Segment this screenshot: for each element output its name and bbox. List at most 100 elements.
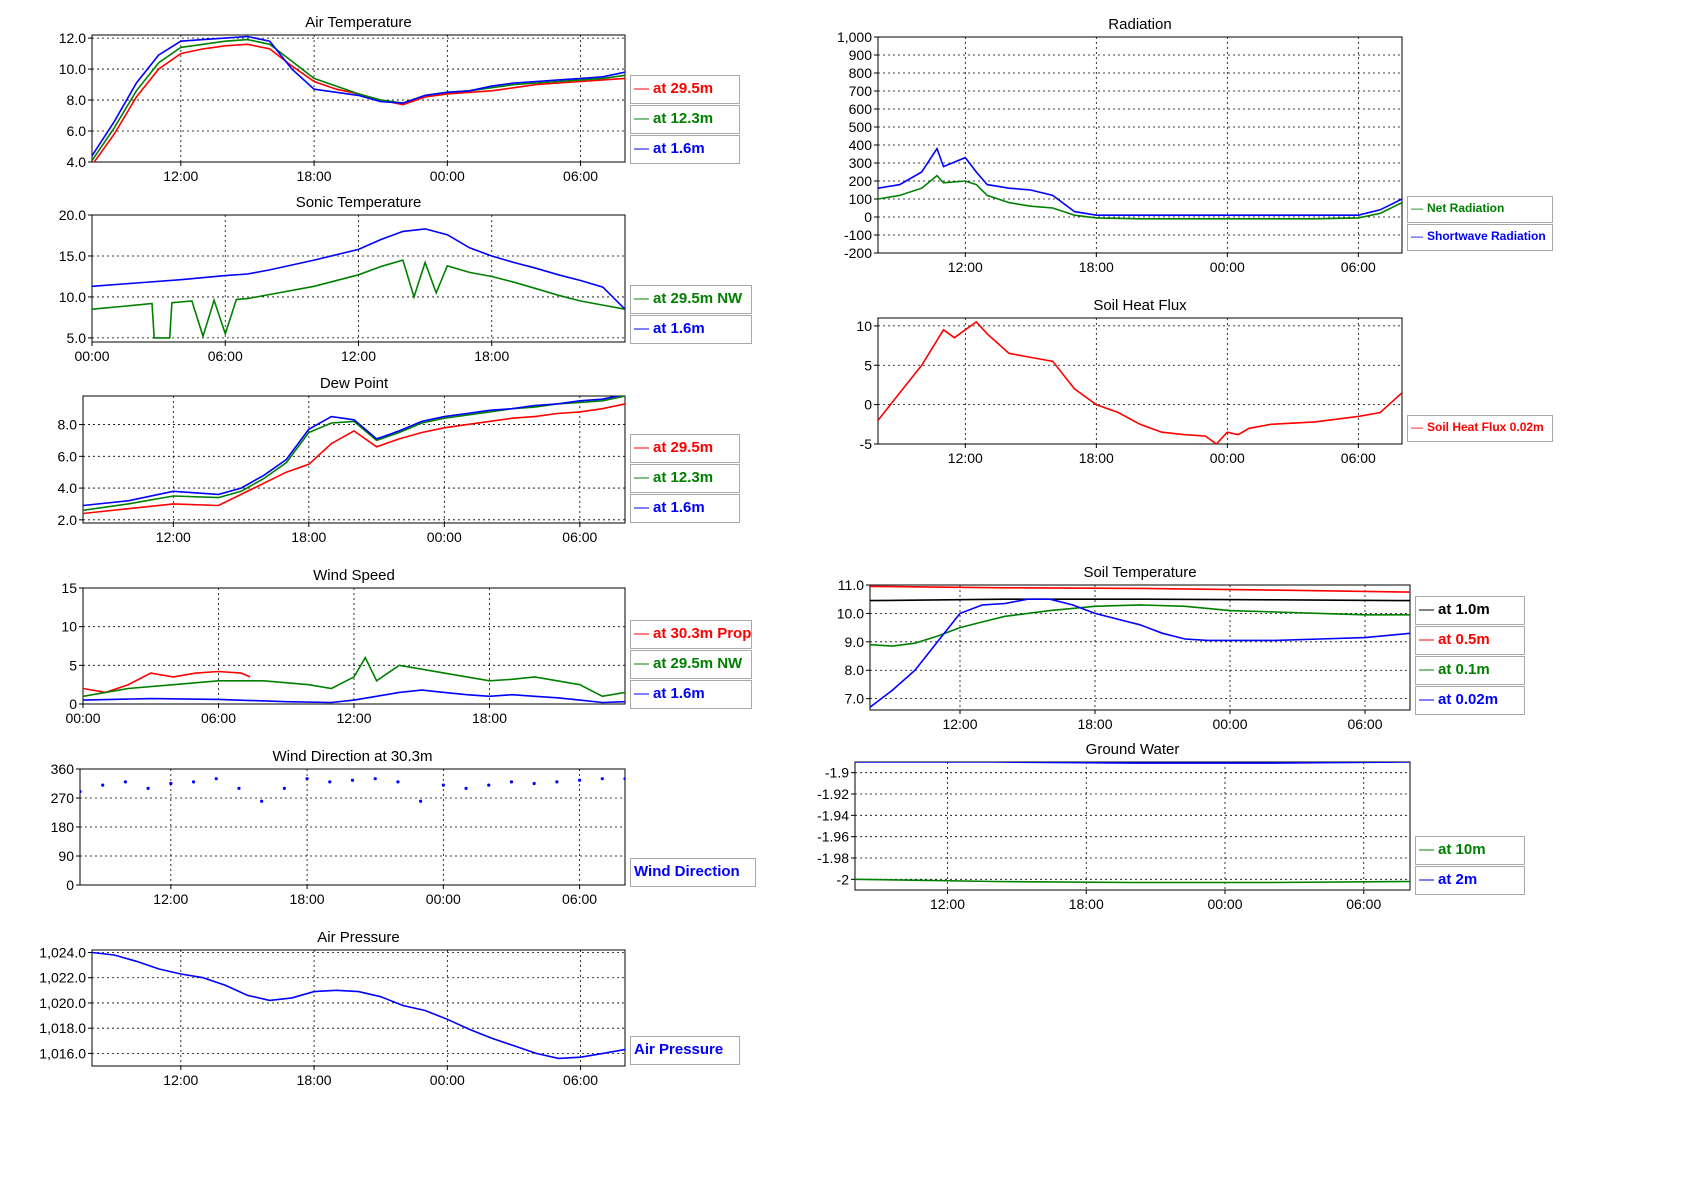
legend-label: Air Pressure <box>634 1041 724 1058</box>
x-tick-label: 06:00 <box>1347 716 1382 732</box>
y-tick-label: 15.0 <box>59 248 86 264</box>
y-tick-label: 10.0 <box>59 61 86 77</box>
point-wind-direction <box>282 786 286 790</box>
legend-label: at 1.6m <box>653 499 705 516</box>
y-tick-label: 0 <box>864 397 872 413</box>
chart-title: Soil Temperature <box>1083 564 1197 581</box>
chart-title: Wind Speed <box>313 567 395 584</box>
plot-frame <box>854 761 1411 891</box>
point-wind-direction <box>555 780 559 784</box>
legend-swatch: — <box>634 655 649 672</box>
line-at-1-6m <box>92 228 625 310</box>
x-tick-label: 18:00 <box>1079 450 1114 466</box>
point-wind-direction <box>600 777 604 781</box>
x-tick-label: 18:00 <box>290 891 325 907</box>
x-tick-label: 06:00 <box>1341 259 1376 275</box>
y-tick-label: 270 <box>51 790 75 806</box>
legend-net-radiation: — Net Radiation <box>1407 196 1553 223</box>
legend-swatch: — <box>1419 631 1434 648</box>
x-tick-label: 12:00 <box>156 529 191 545</box>
x-tick-label: 12:00 <box>153 891 188 907</box>
legend-at-29-5m-nw: — at 29.5m NW <box>630 650 752 679</box>
x-tick-label: 12:00 <box>163 1072 198 1088</box>
legend-at-29-5m: — at 29.5m <box>630 75 740 104</box>
x-tick-label: 00:00 <box>1210 450 1245 466</box>
x-tick-label: 00:00 <box>427 529 462 545</box>
y-tick-label: 1,020.0 <box>39 995 86 1011</box>
legend-at-0-5m: — at 0.5m <box>1415 626 1525 655</box>
point-wind-direction <box>396 780 400 784</box>
y-tick-label: 180 <box>51 819 75 835</box>
y-tick-label: 8.0 <box>58 417 78 433</box>
line-net-radiation <box>878 174 1402 220</box>
y-tick-label: 0 <box>864 209 872 225</box>
y-tick-label: 10.0 <box>59 289 86 305</box>
legend-label: Wind Direction <box>634 863 740 880</box>
line-at-1-6m <box>83 396 622 507</box>
series-group <box>878 146 1402 220</box>
y-tick-label: 2.0 <box>58 512 78 528</box>
series-group <box>92 951 625 1060</box>
point-wind-direction <box>487 783 491 787</box>
point-wind-direction <box>305 777 309 781</box>
x-tick-label: 18:00 <box>474 348 509 364</box>
legend-label: at 12.3m <box>653 110 714 127</box>
y-tick-label: 1,018.0 <box>39 1020 86 1036</box>
point-wind-direction <box>577 778 582 782</box>
legend-label: Soil Heat Flux 0.02m <box>1427 420 1544 434</box>
legend-swatch: — <box>634 290 649 307</box>
legend-swatch: — <box>1411 420 1423 434</box>
point-wind-direction <box>328 780 332 784</box>
y-tick-label: 11.0 <box>838 577 864 593</box>
chart-title: Soil Heat Flux <box>1093 297 1187 314</box>
x-tick-label: 12:00 <box>341 348 376 364</box>
series-group <box>92 228 625 339</box>
y-tick-label: 12.0 <box>59 30 86 46</box>
line-at-12-3m <box>92 38 625 161</box>
x-tick-label: 12:00 <box>930 896 965 912</box>
legend-label: at 10m <box>1438 841 1486 858</box>
x-tick-label: 12:00 <box>948 259 983 275</box>
legend-swatch: — <box>1419 601 1434 618</box>
x-tick-label: 18:00 <box>1069 896 1104 912</box>
x-tick-label: 18:00 <box>291 529 326 545</box>
legend-at-2m: — at 2m <box>1415 866 1525 895</box>
legend-swatch: — <box>1411 229 1423 243</box>
legend-swatch: — <box>634 625 649 642</box>
line-at-1-6m <box>92 35 625 157</box>
point-wind-direction <box>419 799 423 803</box>
point-wind-direction <box>623 777 625 781</box>
y-tick-label: -2 <box>837 871 850 887</box>
y-tick-label: 700 <box>849 83 873 99</box>
legend-label: at 1.0m <box>1438 601 1490 618</box>
y-tick-label: 8.0 <box>845 662 865 678</box>
point-wind-direction <box>509 780 514 784</box>
y-tick-label: 10 <box>61 619 77 635</box>
x-tick-label: 06:00 <box>562 891 597 907</box>
line-soil-heat-flux-0-02m <box>878 320 1402 444</box>
x-tick-label: 18:00 <box>297 1072 332 1088</box>
y-tick-label: 6.0 <box>67 123 87 139</box>
series-group <box>870 585 1410 708</box>
y-tick-label: 7.0 <box>845 691 865 707</box>
legend-label: at 29.5m <box>653 80 714 97</box>
y-tick-label: 0 <box>69 696 77 712</box>
x-tick-label: 06:00 <box>1346 896 1381 912</box>
y-tick-label: 5 <box>69 657 77 673</box>
legend-label: at 0.5m <box>1438 631 1490 648</box>
legend-label: at 29.5m <box>653 439 714 456</box>
legend-at-30-3m-prop: — at 30.3m Prop <box>630 620 752 649</box>
point-wind-direction <box>532 781 536 786</box>
y-tick-label: -1.9 <box>825 765 849 781</box>
legend-swatch: — <box>1419 841 1434 858</box>
legend-label: at 2m <box>1438 871 1478 888</box>
legend-swatch: — <box>634 320 649 337</box>
line-at-0-1m <box>870 604 1410 647</box>
line-at-29-5m <box>83 403 625 515</box>
legend-air-pressure: Air Pressure <box>630 1036 740 1065</box>
legend-at-29-5m: — at 29.5m <box>630 434 740 463</box>
